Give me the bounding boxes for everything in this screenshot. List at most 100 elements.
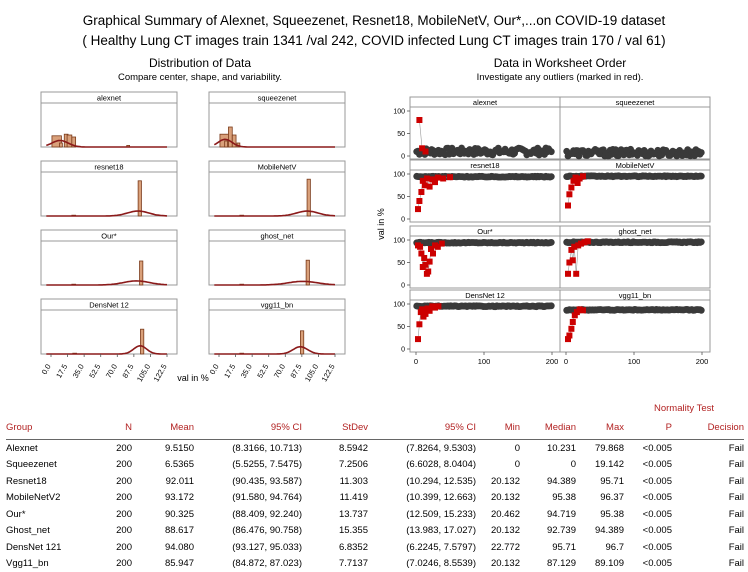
hist-density-curve: [46, 211, 167, 216]
scatter-outlier-point: [568, 185, 574, 191]
scatter-point: [698, 307, 705, 314]
table-cell: 85.947: [132, 556, 194, 572]
hist-x-axis-label: val in %: [177, 373, 209, 383]
table-cell: (91.580, 94.764): [194, 490, 302, 507]
scatter-outlier-point: [568, 326, 574, 332]
hist-panel-label: alexnet: [97, 94, 122, 103]
table-cell: (12.509, 15.233): [368, 506, 476, 523]
hist-x-tick-label: 122.5: [320, 363, 337, 384]
scatter-y-tick-label: 50: [397, 194, 405, 201]
table-cell: MobileNetV2: [6, 490, 88, 507]
hist-density-curve: [46, 346, 167, 354]
table-cell: 200: [88, 556, 132, 572]
hist-x-tick-label: 52.5: [87, 363, 102, 380]
scatter-outlier-point: [565, 271, 571, 277]
hist-x-tick-label: 35.0: [71, 363, 86, 380]
hist-density-curve: [214, 347, 335, 354]
table-cell: 89.109: [576, 556, 624, 572]
table-cell: 90.325: [132, 506, 194, 523]
scatter-outlier-point: [580, 173, 586, 179]
scatter-outlier-point: [427, 259, 433, 265]
hist-panel-label: resnet18: [94, 163, 123, 172]
table-cell: 79.868: [576, 440, 624, 457]
table-cell: 94.080: [132, 539, 194, 556]
table-cell: 6.8352: [302, 539, 368, 556]
table-cell: 200: [88, 539, 132, 556]
col-header-max: Max: [576, 415, 624, 440]
scatter-y-tick-label: 0: [401, 217, 405, 224]
table-cell: (6.6028, 8.0404): [368, 457, 476, 474]
scatter-outlier-point: [416, 117, 422, 123]
table-cell: Fail: [672, 539, 744, 556]
scatter-panel-label: Our*: [477, 227, 493, 236]
table-cell: <0.005: [624, 523, 672, 540]
scatter-x-tick-label: 200: [696, 357, 709, 366]
table-cell: <0.005: [624, 473, 672, 490]
scatter-outlier-point: [570, 319, 576, 325]
table-cell: <0.005: [624, 490, 672, 507]
scatter-point: [698, 239, 705, 246]
hist-x-tick-label: 87.5: [120, 363, 135, 380]
table-cell: (13.983, 17.027): [368, 523, 476, 540]
table-cell: (10.294, 12.535): [368, 473, 476, 490]
table-cell: Alexnet: [6, 440, 88, 457]
scatter-outlier-point: [423, 149, 429, 155]
table-cell: 200: [88, 457, 132, 474]
table-cell: 200: [88, 490, 132, 507]
table-cell: 13.737: [302, 506, 368, 523]
scatter-panel-label: vgg11_bn: [619, 291, 651, 300]
table-cell: 20.462: [476, 506, 520, 523]
table-cell: Fail: [672, 506, 744, 523]
table-cell: 7.7137: [302, 556, 368, 572]
scatter-panel-label: squeezenet: [616, 98, 656, 107]
table-cell: (5.5255, 7.5475): [194, 457, 302, 474]
table-header-row: Group N Mean 95% CI StDev 95% CI Min Med…: [6, 415, 744, 440]
table-cell: 88.617: [132, 523, 194, 540]
table-cell: 200: [88, 473, 132, 490]
scatter-outlier-point: [573, 271, 579, 277]
normality-test-header: Normality Test: [624, 401, 744, 415]
col-header-min: Min: [476, 415, 520, 440]
scatter-point: [698, 173, 705, 180]
col-header-decision: Decision: [672, 415, 744, 440]
scatter-outlier-point: [415, 336, 421, 342]
table-cell: Squeezenet: [6, 457, 88, 474]
hist-panel-label: DensNet 12: [89, 301, 129, 310]
table-cell: 92.739: [520, 523, 576, 540]
table-cell: DensNet 121: [6, 539, 88, 556]
table-cell: (8.3166, 10.713): [194, 440, 302, 457]
hist-density-curve: [46, 281, 167, 285]
col-header-mean-ci: 95% CI: [194, 415, 302, 440]
table-cell: 22.772: [476, 539, 520, 556]
table-header-top: Normality Test: [6, 401, 744, 415]
col-header-stdev-ci: 95% CI: [368, 415, 476, 440]
table-cell: 95.38: [576, 506, 624, 523]
hist-x-tick-label: 35.0: [239, 363, 254, 380]
col-header-stdev: StDev: [302, 415, 368, 440]
table-cell: (86.476, 90.758): [194, 523, 302, 540]
table-cell: 0: [476, 440, 520, 457]
table-cell: Fail: [672, 473, 744, 490]
table-cell: Fail: [672, 556, 744, 572]
scatter-x-tick-label: 0: [564, 357, 568, 366]
scatter-y-tick-label: 100: [393, 172, 405, 179]
table-cell: 11.303: [302, 473, 368, 490]
hist-panel-label: squeezenet: [258, 94, 298, 103]
table-cell: (10.399, 12.663): [368, 490, 476, 507]
hist-x-tick-label: 0.0: [208, 363, 221, 377]
hist-bar: [300, 331, 303, 354]
table-cell: 6.5365: [132, 457, 194, 474]
hist-x-tick-label: 105.0: [303, 363, 320, 384]
scatter-outlier-point: [435, 175, 441, 181]
hist-x-tick-label: 17.5: [54, 363, 69, 380]
hist-panel-label: MobileNetV: [258, 163, 297, 172]
table-cell: <0.005: [624, 556, 672, 572]
hist-bar: [60, 143, 63, 147]
hist-density-curve: [214, 211, 335, 216]
hist-panel-label: Our*: [101, 232, 117, 241]
table-cell: 94.389: [520, 473, 576, 490]
scatter-panel-label: alexnet: [473, 98, 498, 107]
